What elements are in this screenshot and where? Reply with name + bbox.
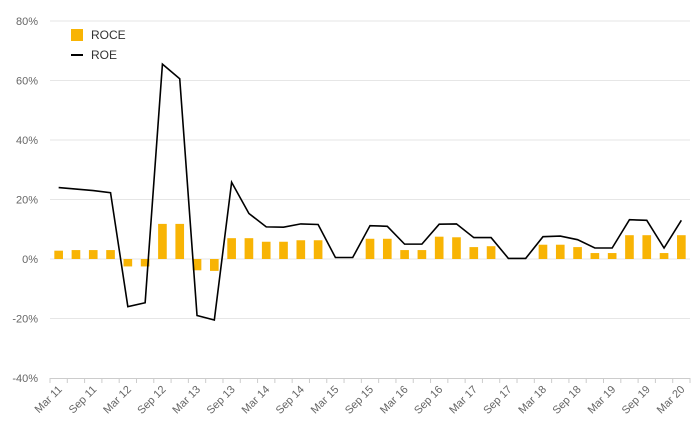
legend-label-roe: ROE bbox=[91, 48, 117, 62]
x-tick-label: Mar 15 bbox=[309, 384, 342, 417]
x-tick-label: Mar 12 bbox=[101, 384, 134, 417]
y-tick-label: 0% bbox=[22, 254, 38, 266]
x-tick-label: Mar 19 bbox=[586, 384, 619, 417]
roce-bar bbox=[244, 238, 254, 259]
roce-bar bbox=[486, 246, 496, 259]
roce-bar bbox=[573, 247, 582, 259]
roce-bar bbox=[296, 240, 306, 259]
x-tick-label: Sep 11 bbox=[67, 384, 100, 417]
x-tick-label: Mar 16 bbox=[378, 384, 411, 417]
y-tick-label: 40% bbox=[16, 135, 38, 147]
x-tick-label: Mar 18 bbox=[516, 384, 549, 417]
legend-label-roce: ROCE bbox=[91, 28, 126, 42]
y-tick-label: -20% bbox=[12, 314, 38, 326]
roe-line-layer bbox=[58, 62, 683, 321]
roe-line bbox=[58, 62, 683, 321]
y-tick-label: 60% bbox=[16, 76, 38, 88]
roce-bar bbox=[313, 240, 323, 259]
roce-bar bbox=[659, 253, 669, 259]
roce-bar bbox=[158, 223, 167, 259]
x-tick-label: Mar 11 bbox=[33, 384, 65, 416]
x-tick-label: Sep 14 bbox=[274, 384, 307, 417]
roce-bar bbox=[88, 250, 98, 259]
x-tick-label: Sep 17 bbox=[481, 384, 514, 417]
roce-bar bbox=[175, 223, 185, 259]
roce-bar bbox=[279, 241, 288, 259]
roce-bar bbox=[261, 241, 271, 259]
x-tick-label: Mar 17 bbox=[447, 384, 480, 417]
roce-bar bbox=[140, 259, 150, 267]
axes: Mar 11 Sep 11 Mar 12 Sep 12 Mar 13 Sep 13 Mar … bbox=[33, 378, 691, 417]
roce-bar bbox=[123, 259, 133, 267]
grid-lines: -40% -20% 0% 20% 40% 60% 80% bbox=[12, 16, 690, 385]
roce-bar bbox=[417, 250, 427, 259]
roce-bar bbox=[538, 244, 548, 259]
roce-bar bbox=[382, 238, 392, 259]
roce-bar bbox=[452, 237, 461, 259]
roce-bar bbox=[106, 250, 115, 259]
x-tick-label: Sep 19 bbox=[620, 384, 653, 417]
roce-bar bbox=[210, 259, 219, 271]
roce-bar bbox=[590, 253, 600, 259]
roce-bar bbox=[365, 238, 375, 259]
legend: ROCE ROE bbox=[71, 28, 126, 62]
y-tick-label: 80% bbox=[16, 16, 38, 28]
x-tick-label: Sep 12 bbox=[135, 384, 168, 417]
roce-bar bbox=[555, 244, 565, 259]
x-tick-label: Mar 13 bbox=[170, 384, 203, 417]
x-tick-label: Mar 20 bbox=[655, 384, 688, 417]
y-tick-label: 20% bbox=[16, 195, 38, 207]
roce-bar bbox=[625, 235, 634, 259]
x-tick-label: Sep 16 bbox=[412, 384, 445, 417]
roce-bar bbox=[71, 250, 81, 259]
legend-swatch-roce bbox=[71, 29, 83, 41]
roce-bar bbox=[434, 236, 444, 259]
roce-bar bbox=[227, 238, 236, 259]
roce-bar bbox=[469, 247, 479, 259]
x-tick-label: Sep 15 bbox=[343, 384, 376, 417]
y-tick-label: -40% bbox=[12, 373, 38, 385]
roce-bar bbox=[192, 259, 202, 271]
x-tick-label: Sep 18 bbox=[551, 384, 584, 417]
roce-bar bbox=[642, 235, 652, 259]
roce-bar bbox=[677, 235, 686, 259]
roce-bars bbox=[54, 223, 686, 271]
roce-bar bbox=[607, 253, 617, 259]
x-tick-label: Sep 13 bbox=[205, 384, 238, 417]
x-tick-label: Mar 14 bbox=[240, 384, 273, 417]
roce-bar bbox=[400, 250, 409, 259]
roce-bar bbox=[54, 250, 63, 259]
